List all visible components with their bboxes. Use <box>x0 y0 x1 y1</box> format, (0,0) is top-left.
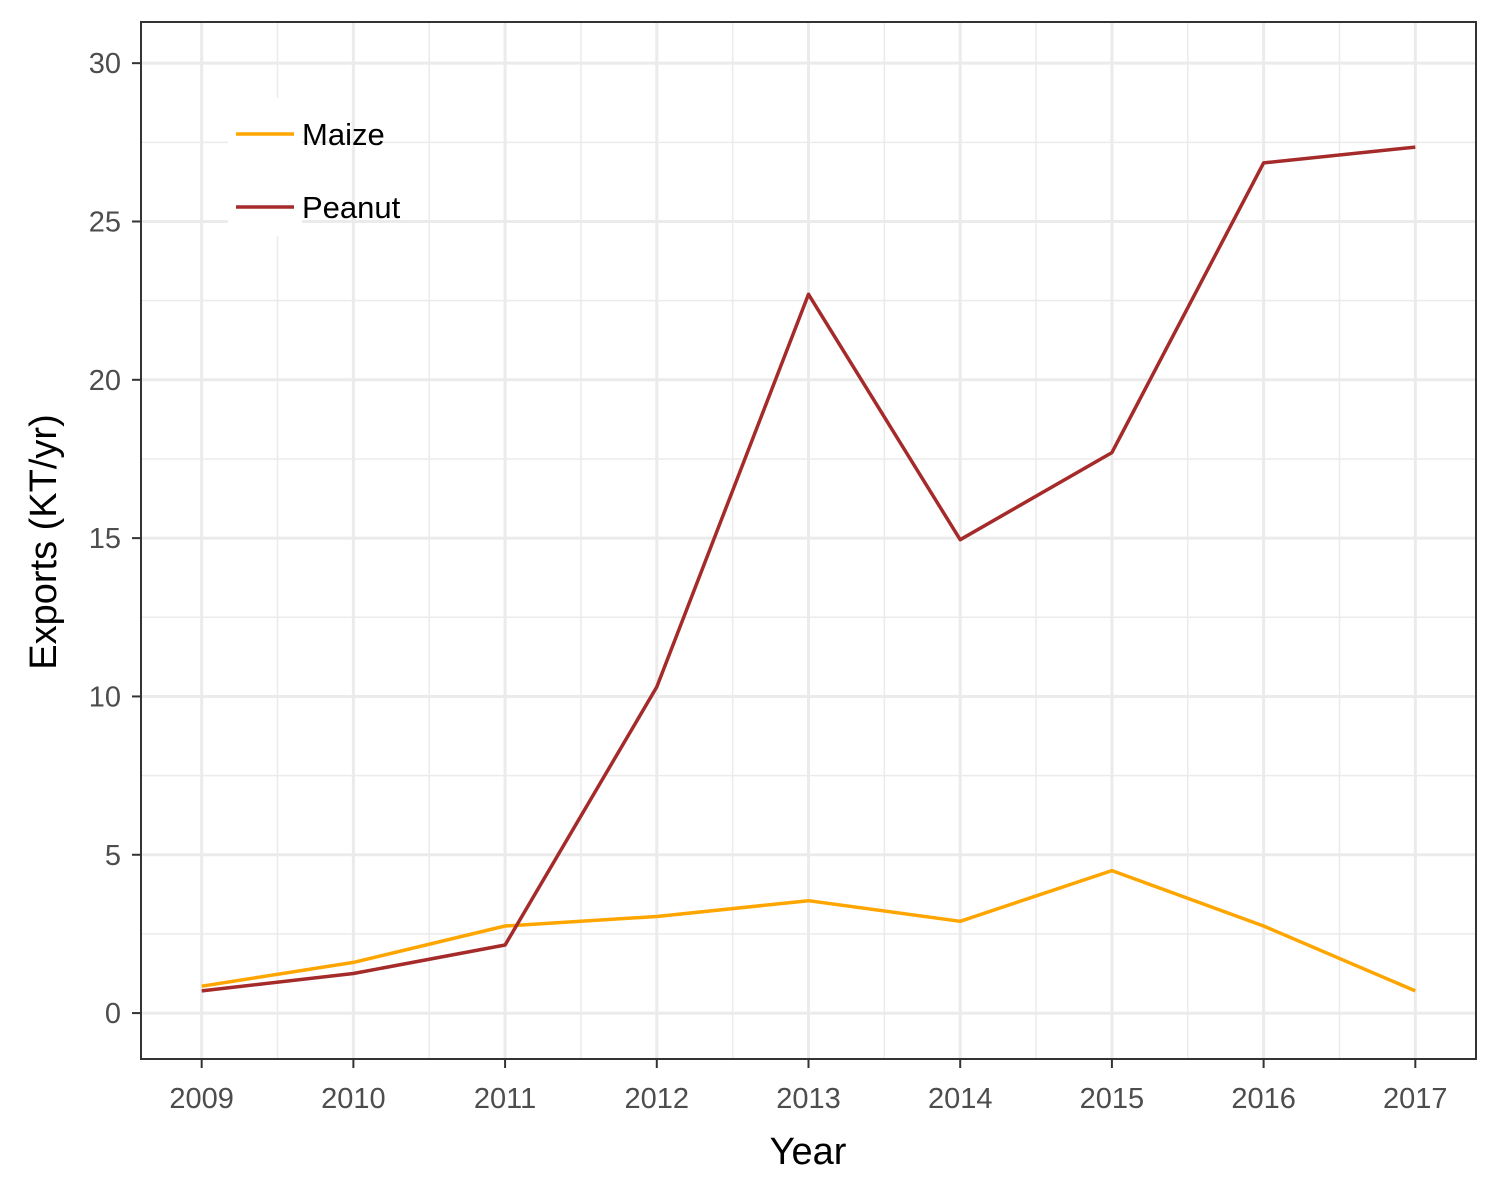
y-axis: 0 5 10 15 20 25 30 <box>89 48 141 1030</box>
x-tick-label: 2012 <box>625 1083 690 1115</box>
x-tick-label: 2014 <box>928 1083 993 1115</box>
x-axis-title: Year <box>770 1131 847 1173</box>
x-tick-label: 2017 <box>1383 1083 1448 1115</box>
x-tick-label: 2011 <box>474 1083 536 1115</box>
legend-key-background <box>228 98 302 236</box>
y-axis-title: Exports (KT/yr) <box>23 414 65 669</box>
y-tick-label: 0 <box>105 998 121 1030</box>
series-lines <box>201 145 1416 993</box>
y-tick-label: 30 <box>89 48 121 80</box>
legend-label-maize: Maize <box>302 117 385 152</box>
y-tick-label: 25 <box>89 206 121 238</box>
legend: Maize Peanut <box>228 98 401 236</box>
y-tick-label: 15 <box>89 523 121 555</box>
major-gridlines <box>141 22 1476 1059</box>
series-line-maize <box>201 868 1416 993</box>
legend-label-peanut: Peanut <box>302 190 401 225</box>
series-line-peanut <box>201 145 1416 993</box>
y-tick-label: 5 <box>105 840 121 872</box>
x-tick-label: 2015 <box>1080 1083 1145 1115</box>
x-tick-label: 2010 <box>321 1083 386 1115</box>
x-tick-label: 2016 <box>1231 1083 1296 1115</box>
y-tick-label: 20 <box>89 365 121 397</box>
x-axis: 2009 2010 2011 2012 2013 2014 2015 2016 2017 <box>169 1059 1448 1115</box>
x-tick-label: 2013 <box>776 1083 841 1115</box>
y-tick-label: 10 <box>89 681 121 713</box>
x-tick-label: 2009 <box>169 1083 234 1115</box>
